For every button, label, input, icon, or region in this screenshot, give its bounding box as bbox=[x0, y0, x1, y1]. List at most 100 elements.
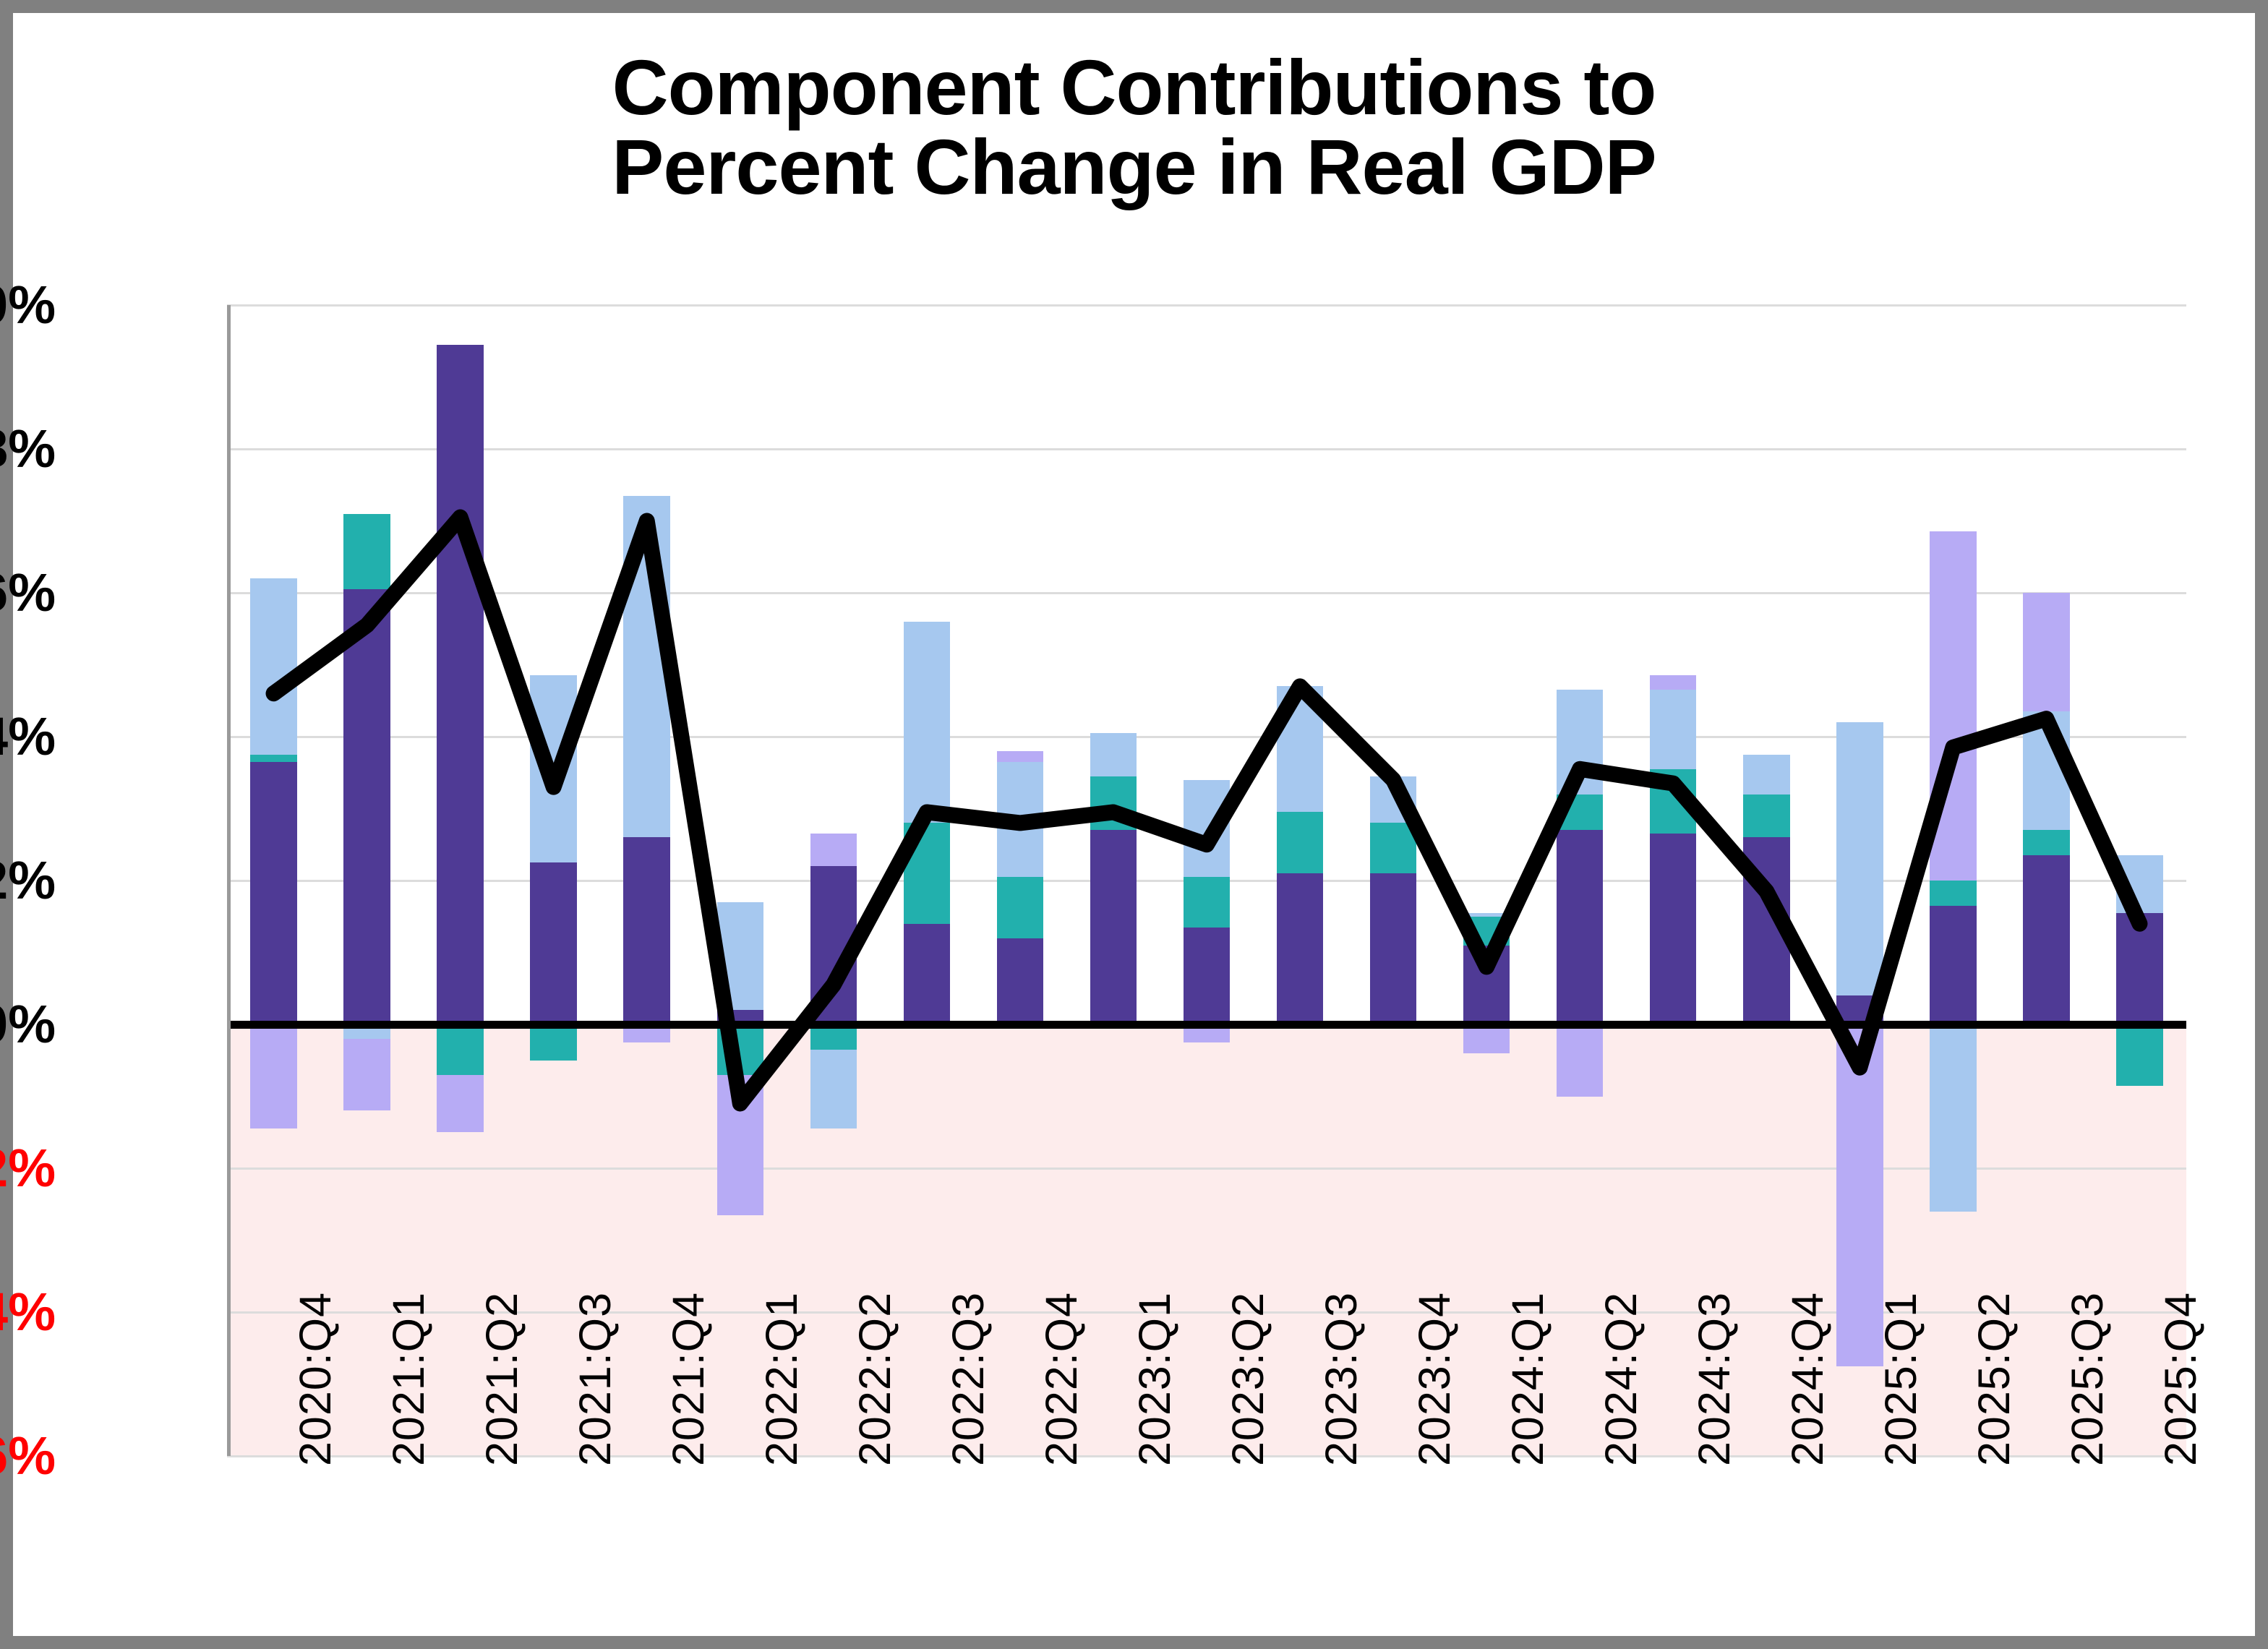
bar-segment-government bbox=[1930, 1024, 1977, 1212]
bar-segment-government bbox=[810, 1049, 857, 1129]
x-axis-tick-label: 2025:Q4 bbox=[2156, 1291, 2206, 1466]
x-axis-tick-label: 2022:Q1 bbox=[756, 1291, 806, 1466]
bar-segment-investment bbox=[1556, 794, 1604, 831]
bar-segment-investment bbox=[250, 754, 297, 762]
stacked-bar bbox=[623, 305, 670, 1456]
gridline bbox=[227, 304, 2186, 307]
bar-segment-consumption bbox=[1743, 837, 1790, 1024]
bar-segment-consumption bbox=[903, 923, 951, 1024]
x-axis-tick-label: 2025:Q2 bbox=[1969, 1291, 2019, 1466]
bar-segment-net_exports bbox=[1649, 675, 1697, 690]
stacked-bar bbox=[1276, 305, 1324, 1456]
stacked-bar bbox=[1836, 305, 1883, 1456]
bar-segment-government bbox=[530, 675, 577, 863]
x-axis-tick-label: 2022:Q4 bbox=[1036, 1291, 1086, 1466]
bar-segment-government bbox=[1183, 779, 1231, 877]
bar-segment-investment bbox=[903, 823, 951, 924]
bar-segment-consumption bbox=[623, 837, 670, 1024]
bar-segment-net_exports bbox=[437, 1074, 484, 1133]
x-axis-tick-label: 2023:Q1 bbox=[1129, 1291, 1179, 1466]
bar-segment-net_exports bbox=[343, 1038, 390, 1111]
stacked-bar bbox=[1556, 305, 1604, 1456]
bar-segment-government bbox=[1836, 722, 1883, 996]
bar-segment-consumption bbox=[996, 938, 1044, 1024]
stacked-bar bbox=[2023, 305, 2070, 1456]
stacked-bar bbox=[1183, 305, 1231, 1456]
x-axis-tick-label: 2021:Q2 bbox=[476, 1291, 526, 1466]
x-axis-tick-label: 2025:Q1 bbox=[1876, 1291, 1926, 1466]
bar-segment-investment bbox=[1183, 877, 1231, 928]
bar-segment-government bbox=[1463, 912, 1510, 917]
x-axis-tick-label: 2022:Q3 bbox=[943, 1291, 993, 1466]
chart-title: Component Contributions to Percent Chang… bbox=[612, 43, 1656, 211]
bar-segment-government bbox=[1369, 776, 1417, 823]
stacked-bar bbox=[530, 305, 577, 1456]
bar-segment-net_exports bbox=[716, 1074, 764, 1215]
bar-segment-government bbox=[2116, 855, 2163, 913]
x-axis-tick-label: 2024:Q1 bbox=[1503, 1291, 1553, 1466]
bar-segment-investment bbox=[1930, 881, 1977, 906]
bar-segment-net_exports bbox=[2023, 593, 2070, 712]
gridline bbox=[227, 1455, 2186, 1457]
x-axis-tick-label: 2021:Q4 bbox=[663, 1291, 713, 1466]
bar-segment-investment bbox=[2023, 830, 2070, 856]
bar-segment-investment bbox=[1743, 794, 1790, 838]
bar-segment-consumption bbox=[1463, 945, 1510, 1024]
y-axis-tick-label: -2% bbox=[0, 1138, 56, 1198]
bar-segment-investment bbox=[1276, 812, 1324, 874]
x-axis-tick-label: 2024:Q2 bbox=[1596, 1291, 1646, 1466]
y-axis-spine bbox=[227, 305, 231, 1456]
x-axis-tick-label: 2021:Q1 bbox=[383, 1291, 433, 1466]
gridline bbox=[227, 447, 2186, 450]
stacked-bar bbox=[996, 305, 1044, 1456]
bar-segment-net_exports bbox=[1556, 1024, 1604, 1097]
bar-segment-government bbox=[1556, 690, 1604, 794]
stacked-bar bbox=[810, 305, 857, 1456]
bar-segment-net_exports bbox=[250, 1024, 297, 1129]
gridline bbox=[227, 1167, 2186, 1170]
bar-segment-investment bbox=[1463, 916, 1510, 946]
x-axis-tick-label: 2023:Q3 bbox=[1317, 1291, 1366, 1466]
chart-figure: Component Contributions to Percent Chang… bbox=[0, 13, 2255, 1636]
bar-segment-consumption bbox=[810, 866, 857, 1024]
x-axis-tick-label: 2025:Q3 bbox=[2063, 1291, 2113, 1466]
bar-segment-consumption bbox=[343, 589, 390, 1024]
bar-segment-net_exports bbox=[810, 834, 857, 867]
bar-segment-consumption bbox=[250, 761, 297, 1024]
bar-segment-investment bbox=[1090, 776, 1137, 831]
gridline bbox=[227, 1311, 2186, 1314]
bar-segment-investment bbox=[716, 1024, 764, 1075]
bar-segment-consumption bbox=[1836, 995, 1883, 1024]
bar-segment-consumption bbox=[1556, 830, 1604, 1024]
stacked-bar bbox=[903, 305, 951, 1456]
stacked-bar bbox=[1090, 305, 1137, 1456]
bar-segment-consumption bbox=[2023, 855, 2070, 1024]
bar-segment-investment bbox=[1649, 768, 1697, 834]
y-axis-tick-label: 2% bbox=[0, 850, 56, 910]
stacked-bar bbox=[1930, 305, 1977, 1456]
bar-segment-government bbox=[996, 761, 1044, 877]
stacked-bar bbox=[1463, 305, 1510, 1456]
stacked-bar bbox=[1743, 305, 1790, 1456]
y-axis-tick-label: 10% bbox=[0, 275, 56, 335]
x-axis-tick-label: 2023:Q2 bbox=[1223, 1291, 1272, 1466]
bar-segment-investment bbox=[437, 1024, 484, 1075]
bar-segment-consumption bbox=[1930, 905, 1977, 1024]
x-axis-tick-label: 2023:Q4 bbox=[1410, 1291, 1460, 1466]
stacked-bar bbox=[2116, 305, 2163, 1456]
y-axis-tick-label: 4% bbox=[0, 706, 56, 766]
bar-segment-government bbox=[1090, 733, 1137, 776]
bar-segment-consumption bbox=[530, 862, 577, 1024]
bar-segment-consumption bbox=[437, 344, 484, 1024]
bar-segment-consumption bbox=[1649, 834, 1697, 1024]
bar-segment-consumption bbox=[1276, 873, 1324, 1024]
x-axis-tick-label: 2022:Q2 bbox=[850, 1291, 899, 1466]
stacked-bar bbox=[343, 305, 390, 1456]
bar-segment-investment bbox=[1369, 823, 1417, 874]
bar-segment-government bbox=[623, 495, 670, 838]
y-axis-tick-label: 0% bbox=[0, 994, 56, 1054]
bar-segment-investment bbox=[343, 513, 390, 590]
y-axis-tick-label: 6% bbox=[0, 562, 56, 622]
stacked-bar bbox=[437, 305, 484, 1456]
y-axis-tick-label: -4% bbox=[0, 1282, 56, 1342]
